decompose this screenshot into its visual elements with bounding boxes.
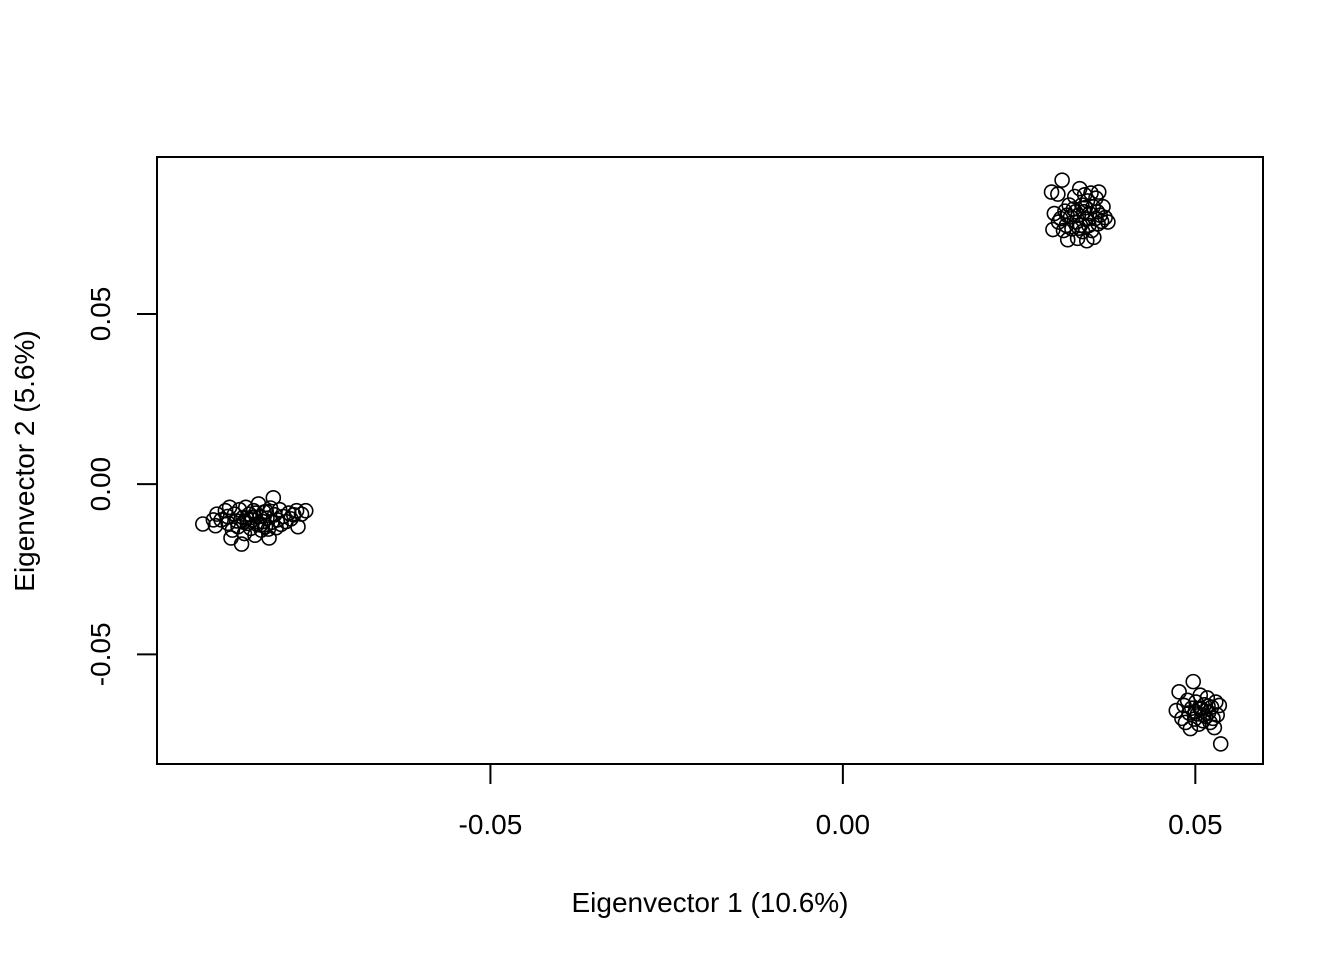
data-point xyxy=(1086,229,1102,246)
data-point xyxy=(1079,193,1096,209)
data-point xyxy=(1185,673,1202,690)
x-tick-label-2: 0.05 xyxy=(1168,809,1223,840)
data-point xyxy=(1182,720,1199,737)
data-point xyxy=(1043,184,1060,200)
data-point xyxy=(1067,204,1084,220)
data-point xyxy=(1059,231,1076,248)
data-point xyxy=(1187,703,1204,720)
data-point xyxy=(1195,712,1211,729)
data-point xyxy=(1100,214,1116,230)
data-point xyxy=(247,505,264,521)
y-tick-label-2: -0.05 xyxy=(85,622,116,686)
data-point xyxy=(1050,186,1066,202)
data-point xyxy=(260,521,277,537)
data-point xyxy=(1077,199,1094,216)
y-axis-label: Eigenvector 2 (5.6%) xyxy=(9,330,40,591)
data-point xyxy=(207,517,224,534)
data-point xyxy=(1071,220,1087,236)
data-point xyxy=(1200,698,1216,714)
y-tick-label-1: 0.00 xyxy=(85,457,116,512)
data-point xyxy=(1095,198,1111,215)
x-axis: -0.05 0.00 0.05 xyxy=(459,764,1223,840)
data-point xyxy=(258,503,275,520)
y-tick-label-0: 0.05 xyxy=(85,287,116,342)
data-point xyxy=(1212,736,1229,752)
data-point xyxy=(1171,684,1187,700)
data-point xyxy=(1207,694,1224,710)
data-point xyxy=(1097,209,1113,226)
data-point xyxy=(219,508,236,525)
data-point xyxy=(1211,697,1228,714)
data-point xyxy=(1168,702,1185,719)
x-tick-label-0: -0.05 xyxy=(459,809,523,840)
data-point xyxy=(297,502,314,519)
x-axis-label: Eigenvector 1 (10.6%) xyxy=(571,887,848,918)
data-point xyxy=(1078,232,1095,249)
data-point xyxy=(288,502,305,519)
x-tick-label-1: 0.00 xyxy=(816,809,871,840)
data-point xyxy=(233,536,250,552)
data-point xyxy=(235,514,252,531)
data-point xyxy=(265,489,282,506)
data-point xyxy=(195,516,211,532)
plot-frame xyxy=(156,156,1264,765)
data-point xyxy=(1054,172,1070,188)
data-points xyxy=(195,172,1229,752)
y-axis: 0.05 0.00 -0.05 xyxy=(85,287,157,686)
data-point xyxy=(1195,707,1212,723)
data-point xyxy=(1090,184,1107,200)
data-point xyxy=(293,506,310,522)
data-point xyxy=(238,510,255,527)
data-point xyxy=(1059,207,1075,224)
